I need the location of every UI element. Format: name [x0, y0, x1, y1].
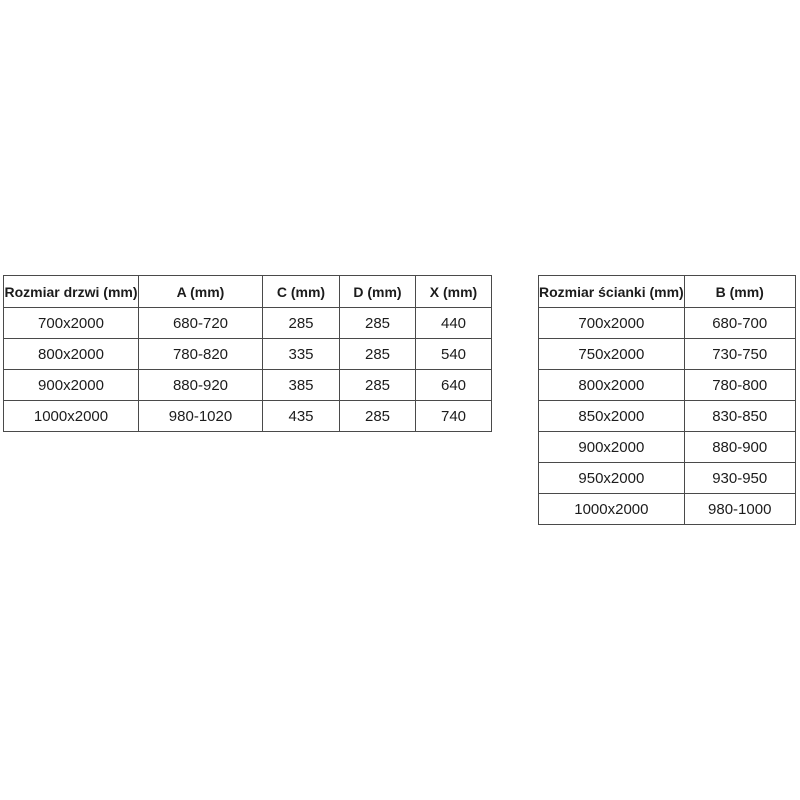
table-row: 750x2000 730-750 — [538, 338, 796, 370]
table-row: 850x2000 830-850 — [538, 400, 796, 432]
table-cell: 900x2000 — [3, 369, 139, 401]
table-cell: 800x2000 — [538, 369, 685, 401]
table-cell: 1000x2000 — [3, 400, 139, 432]
table-cell: 880-920 — [138, 369, 263, 401]
table-row: 1000x2000 980-1000 — [538, 493, 796, 525]
table-row: 1000x2000 980-1020 435 285 740 — [3, 400, 492, 432]
table-cell: 440 — [415, 307, 492, 339]
wall-size-table: Rozmiar ścianki (mm) B (mm) 700x2000 680-70… — [538, 275, 796, 525]
table-cell: 335 — [262, 338, 340, 370]
table-cell: 850x2000 — [538, 400, 685, 432]
table-cell: 980-1000 — [683, 493, 796, 525]
table-cell: 285 — [339, 307, 416, 339]
table-cell: 285 — [339, 369, 416, 401]
table-cell: 780-820 — [138, 338, 263, 370]
table-cell: 830-850 — [683, 400, 796, 432]
table-cell: 880-900 — [683, 431, 796, 463]
header-cell: A (mm) — [138, 275, 263, 308]
header-row: Rozmiar ścianki (mm) B (mm) — [538, 275, 796, 308]
header-cell: Rozmiar drzwi (mm) — [3, 275, 139, 308]
table-cell: 900x2000 — [538, 431, 685, 463]
table-cell: 700x2000 — [538, 307, 685, 339]
table-cell: 680-700 — [683, 307, 796, 339]
table-cell: 780-800 — [683, 369, 796, 401]
table-row: 700x2000 680-700 — [538, 307, 796, 339]
table-row: 950x2000 930-950 — [538, 462, 796, 494]
table-cell: 740 — [415, 400, 492, 432]
table-cell: 640 — [415, 369, 492, 401]
table-row: 800x2000 780-800 — [538, 369, 796, 401]
table-cell: 730-750 — [683, 338, 796, 370]
table-cell: 285 — [339, 400, 416, 432]
table-cell: 930-950 — [683, 462, 796, 494]
header-cell: Rozmiar ścianki (mm) — [538, 275, 685, 308]
header-cell: X (mm) — [415, 275, 492, 308]
table-cell: 700x2000 — [3, 307, 139, 339]
header-cell: B (mm) — [683, 275, 796, 308]
header-cell: C (mm) — [262, 275, 340, 308]
header-cell: D (mm) — [339, 275, 416, 308]
table-cell: 540 — [415, 338, 492, 370]
table-cell: 385 — [262, 369, 340, 401]
table-cell: 800x2000 — [3, 338, 139, 370]
table-cell: 285 — [339, 338, 416, 370]
table-cell: 950x2000 — [538, 462, 685, 494]
table-cell: 980-1020 — [138, 400, 263, 432]
table-cell: 435 — [262, 400, 340, 432]
table-row: 900x2000 880-900 — [538, 431, 796, 463]
table-row: 700x2000 680-720 285 285 440 — [3, 307, 492, 339]
table-row: 900x2000 880-920 385 285 640 — [3, 369, 492, 401]
header-row: Rozmiar drzwi (mm) A (mm) C (mm) D (mm) X (m… — [3, 275, 492, 308]
table-cell: 1000x2000 — [538, 493, 685, 525]
table-cell: 750x2000 — [538, 338, 685, 370]
table-cell: 285 — [262, 307, 340, 339]
table-cell: 680-720 — [138, 307, 263, 339]
door-size-table: Rozmiar drzwi (mm) A (mm) C (mm) D (mm) X (m… — [3, 275, 492, 432]
table-row: 800x2000 780-820 335 285 540 — [3, 338, 492, 370]
